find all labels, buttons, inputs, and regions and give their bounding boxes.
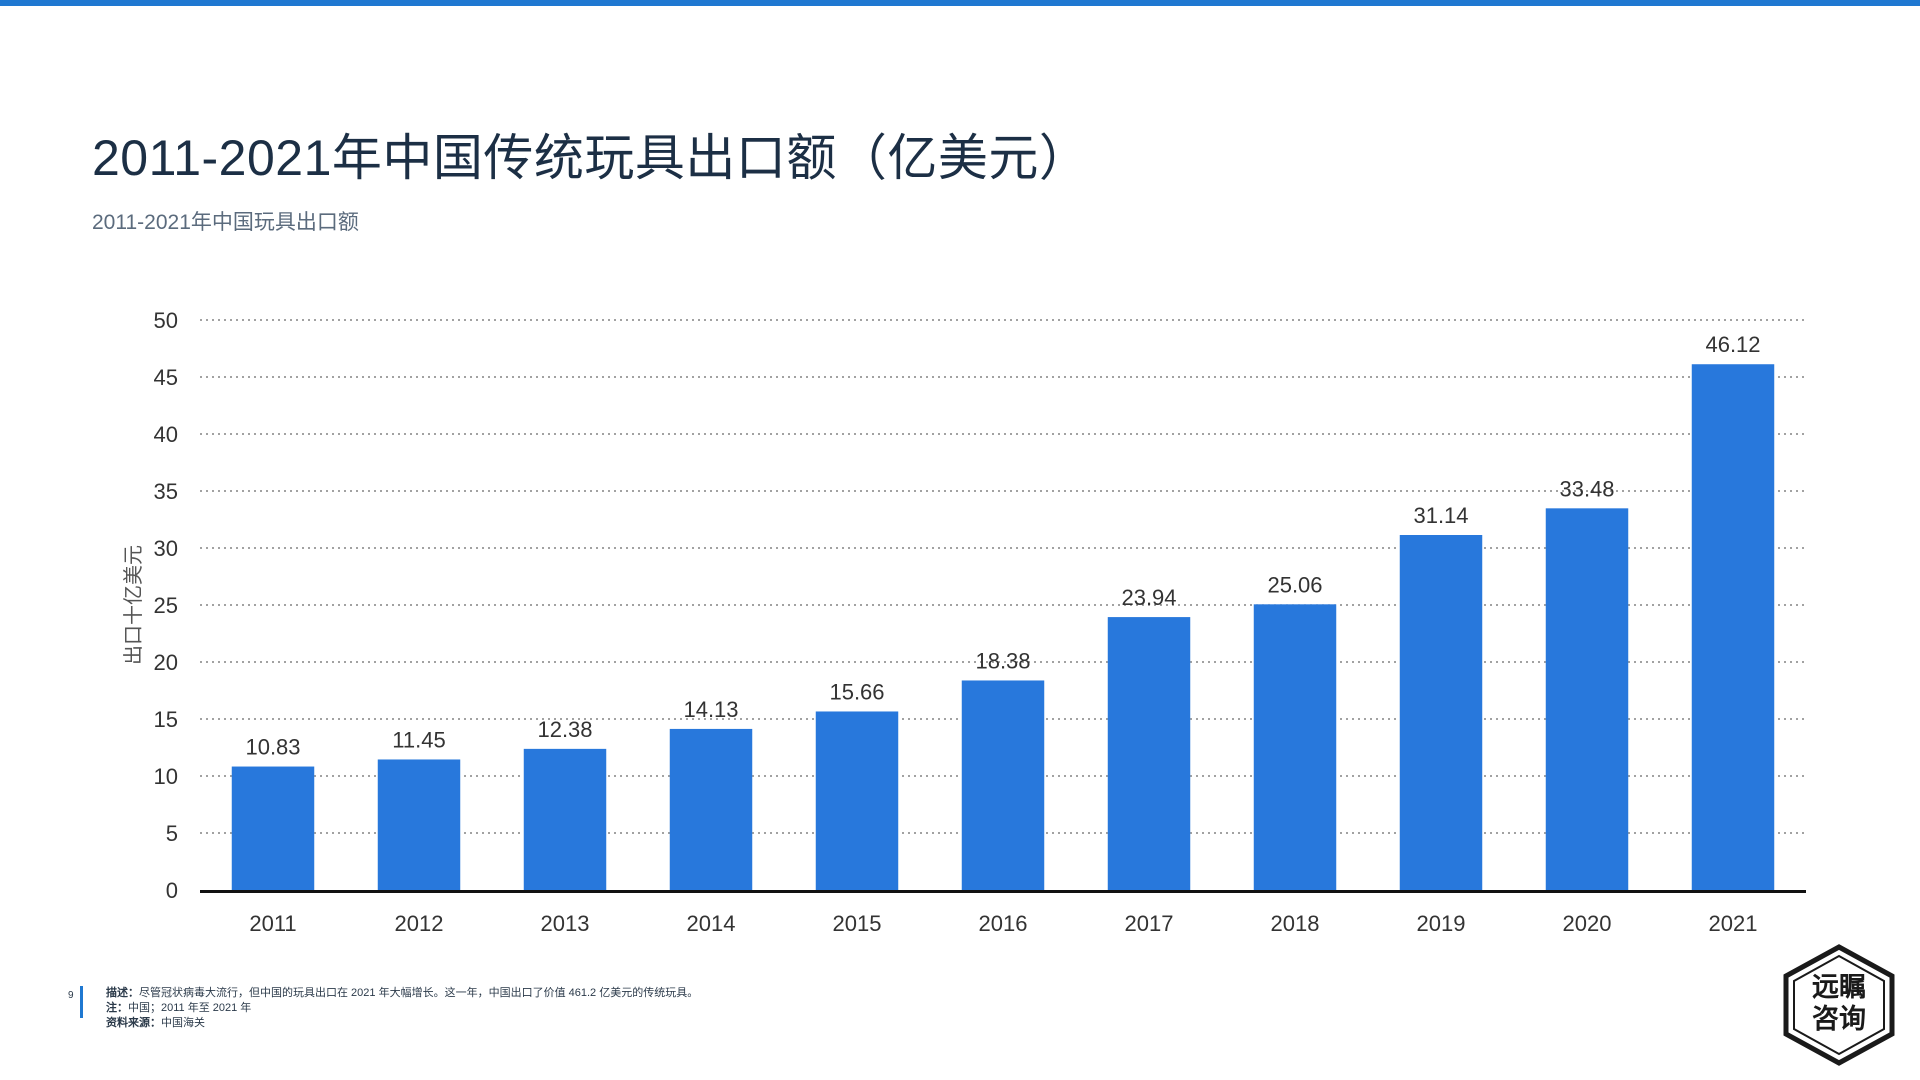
top-accent-bar	[0, 0, 1920, 6]
note-label: 注：	[106, 1002, 128, 1014]
y-tick-label: 35	[154, 479, 178, 504]
data-label: 12.38	[537, 717, 592, 742]
page-subtitle: 2011-2021年中国玩具出口额	[92, 211, 359, 234]
bar	[377, 759, 461, 890]
footer-source: 资料来源：中国海关	[106, 1016, 698, 1031]
page-number: 9	[68, 990, 74, 1001]
y-tick-label: 30	[154, 536, 178, 561]
footer-description: 描述：尽管冠状病毒大流行，但中国的玩具出口在 2021 年大幅增长。这一年，中国…	[106, 986, 698, 1001]
bar	[815, 711, 899, 890]
x-tick-label: 2021	[1709, 911, 1758, 936]
x-tick-label: 2012	[395, 911, 444, 936]
data-label: 25.06	[1267, 572, 1322, 597]
footer-marker	[80, 986, 83, 1018]
bar	[669, 728, 753, 890]
footer-note: 注：中国；2011 年至 2021 年	[106, 1001, 698, 1016]
y-tick-label: 0	[166, 878, 178, 903]
x-tick-label: 2015	[833, 911, 882, 936]
data-label: 33.48	[1559, 476, 1614, 501]
data-label: 14.13	[683, 697, 738, 722]
x-tick-label: 2016	[979, 911, 1028, 936]
y-tick-label: 40	[154, 422, 178, 447]
data-label: 23.94	[1121, 585, 1176, 610]
bar	[1107, 617, 1191, 890]
description-text: 尽管冠状病毒大流行，但中国的玩具出口在 2021 年大幅增长。这一年，中国出口了…	[139, 987, 699, 999]
bar	[1545, 508, 1629, 890]
logo-text-line1: 远瞩	[1812, 972, 1866, 1002]
bar	[523, 748, 607, 890]
x-tick-label: 2020	[1563, 911, 1612, 936]
page-title: 2011-2021年中国传统玩具出口额（亿美元）	[92, 130, 1090, 186]
y-tick-label: 45	[154, 365, 178, 390]
x-tick-label: 2013	[541, 911, 590, 936]
source-label: 资料来源：	[106, 1017, 161, 1029]
y-tick-label: 50	[154, 308, 178, 333]
data-label: 15.66	[829, 679, 884, 704]
y-tick-label: 10	[154, 764, 178, 789]
description-label: 描述：	[106, 987, 139, 999]
bar	[1691, 364, 1775, 890]
hexagon-logo-icon: 远瞩 咨询	[1782, 944, 1896, 1066]
bar	[961, 680, 1045, 890]
y-tick-label: 15	[154, 707, 178, 732]
data-label: 18.38	[975, 648, 1030, 673]
data-label: 46.12	[1705, 332, 1760, 357]
source-text: 中国海关	[161, 1017, 205, 1029]
x-tick-label: 2019	[1417, 911, 1466, 936]
data-label: 11.45	[392, 727, 445, 752]
y-tick-label: 5	[166, 821, 178, 846]
bar	[1253, 604, 1337, 890]
bar	[231, 766, 315, 890]
x-tick-label: 2011	[249, 911, 296, 936]
x-tick-label: 2018	[1271, 911, 1320, 936]
bar	[1399, 535, 1483, 890]
y-axis-label: 出口十亿美元	[121, 545, 145, 665]
data-label: 31.14	[1413, 503, 1468, 528]
y-tick-label: 25	[154, 593, 178, 618]
y-tick-label: 20	[154, 650, 178, 675]
x-tick-label: 2014	[687, 911, 736, 936]
note-text: 中国；2011 年至 2021 年	[128, 1002, 252, 1014]
data-label: 10.83	[245, 735, 300, 760]
x-tick-label: 2017	[1125, 911, 1174, 936]
logo-text-line2: 咨询	[1812, 1004, 1866, 1034]
bar-chart: 0 5 10 15 20 25 30 35 40 45 50 出口十亿美元 10.83 2011 11.45…	[121, 308, 1806, 936]
